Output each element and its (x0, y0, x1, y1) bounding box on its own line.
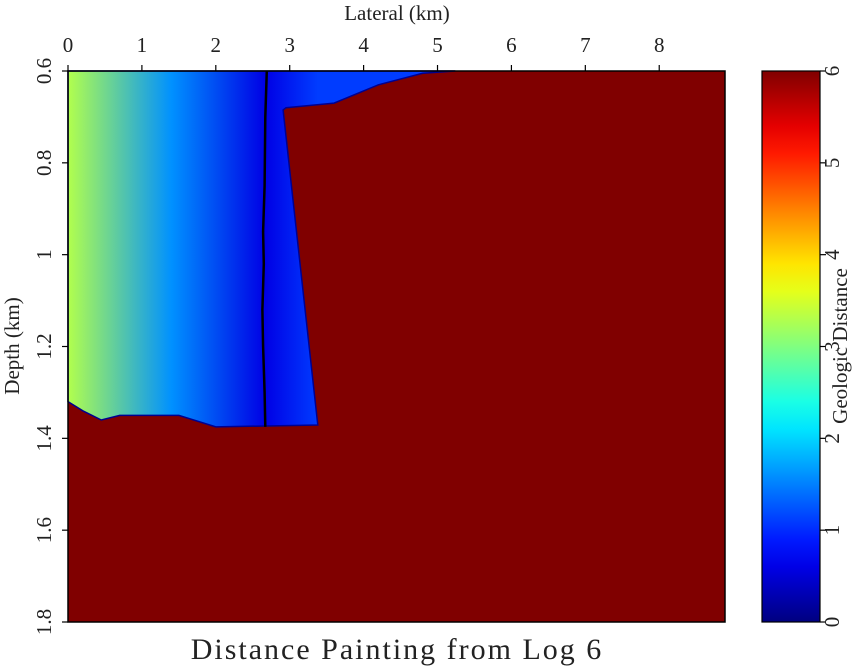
y-tick-label: 1 (32, 249, 56, 260)
x-tick-label: 3 (284, 33, 295, 57)
colorbar-tick-label: 3 (820, 341, 844, 352)
colorbar-tick-label: 1 (820, 525, 844, 536)
y-tick-label: 1.4 (32, 425, 56, 452)
y-tick-label: 0.6 (32, 58, 56, 84)
y-tick-label: 1.6 (32, 517, 56, 543)
x-tick-label: 1 (137, 33, 148, 57)
x-tick-label: 2 (211, 33, 222, 57)
x-tick-label: 5 (432, 33, 443, 57)
colorbar-tick-label: 5 (820, 158, 844, 169)
well-log (261, 70, 269, 427)
colorbar-tick-label: 6 (820, 66, 844, 77)
x-tick-label: 4 (358, 33, 369, 57)
chart-title: Distance Painting from Log 6 (191, 633, 604, 666)
y-tick-label: 1.2 (32, 333, 56, 359)
colorbar-label: Geologic Distance (828, 268, 852, 424)
colorbar (761, 70, 821, 623)
x-axis-label: Lateral (km) (344, 1, 450, 25)
y-tick-label: 0.8 (32, 150, 56, 176)
colorbar-tick-label: 4 (820, 249, 844, 260)
painted-zone (67, 70, 456, 428)
colorbar-tick-label: 2 (820, 433, 844, 444)
x-tick-label: 6 (506, 33, 517, 57)
x-tick-label: 8 (654, 33, 665, 57)
x-tick-label: 7 (580, 33, 591, 57)
colorbar-tick-label: 0 (820, 617, 844, 628)
y-tick-label: 1.8 (32, 609, 56, 635)
x-tick-label: 0 (63, 33, 74, 57)
y-axis-label: Depth (km) (0, 297, 24, 394)
